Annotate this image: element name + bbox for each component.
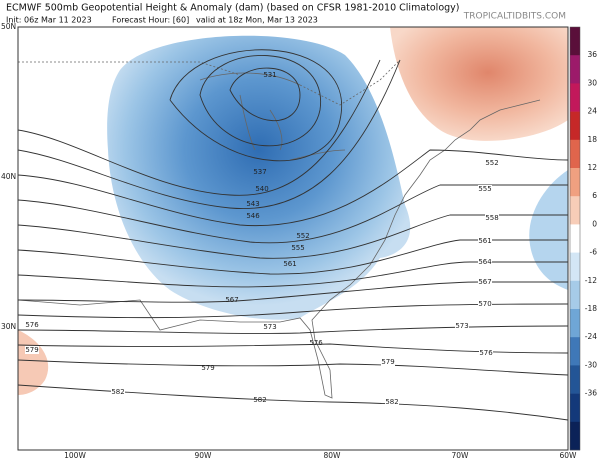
- colorbar-swatch: [570, 196, 580, 225]
- colorbar-label: -6: [590, 248, 598, 257]
- contour-label: 579: [381, 358, 394, 366]
- contour-label: 576: [479, 349, 493, 357]
- contour-label: 552: [296, 232, 309, 240]
- contour-label-bg: [478, 278, 492, 286]
- contour-label-bg: [478, 258, 492, 266]
- colorbar-label: 18: [587, 135, 597, 144]
- contour-label-bg: [455, 322, 469, 330]
- contour-label: 537: [253, 168, 266, 176]
- contour-label: 531: [263, 71, 276, 79]
- longitude-label: 90W: [195, 451, 213, 460]
- contour-label: 564: [478, 258, 492, 266]
- colorbar-label: 24: [587, 107, 597, 116]
- height-contours: [18, 49, 568, 421]
- longitude-label: 80W: [324, 451, 342, 460]
- colorbar-label: -24: [585, 332, 597, 341]
- longitude-label: 60W: [560, 451, 578, 460]
- contour-label: 579: [201, 364, 214, 372]
- contour-label: 579: [25, 346, 38, 354]
- colorbar-swatch: [570, 280, 580, 310]
- contour-label: 570: [478, 300, 491, 308]
- longitude-label: 100W: [64, 451, 86, 460]
- contour-label-bg: [485, 159, 499, 167]
- contour-label-bg: [478, 300, 492, 308]
- contour-label-bg: [485, 214, 499, 222]
- contour-label: 582: [253, 396, 266, 404]
- title: ECMWF 500mb Geopotential Height & Anomal…: [6, 3, 460, 14]
- colorbar-label: 0: [592, 219, 597, 228]
- colorbar-swatch: [570, 55, 580, 84]
- colorbar-swatch: [570, 365, 580, 394]
- longitude-label: 70W: [452, 451, 470, 460]
- colorbar-label: 30: [587, 78, 597, 87]
- latitude-label: 50N: [1, 22, 16, 31]
- negative-anomaly: [107, 35, 411, 320]
- contour-label: 576: [25, 321, 39, 329]
- negative-anomaly-east: [529, 170, 568, 290]
- colorbar-swatch: [570, 83, 580, 112]
- contour-label: 552: [485, 159, 498, 167]
- colorbar-swatch: [570, 139, 580, 169]
- contour-label: 558: [485, 214, 498, 222]
- forecast-hour: Forecast Hour: [60]: [112, 16, 189, 25]
- init: Init: 06z Mar 11 2023: [6, 16, 92, 25]
- colorbar-label: -30: [585, 360, 597, 369]
- colorbar-swatch: [570, 224, 580, 253]
- contour-label: 555: [478, 185, 491, 193]
- contour-label-bg: [25, 321, 39, 329]
- contour-label: 567: [225, 296, 238, 304]
- border: [18, 59, 401, 106]
- contour-label: 543: [246, 200, 259, 208]
- contour-label: 582: [385, 398, 398, 406]
- colorbar-label: 6: [592, 191, 597, 200]
- colorbar-label: -36: [585, 389, 597, 398]
- map: [18, 27, 568, 450]
- latitude-label: 30N: [1, 322, 16, 331]
- positive-anomaly: [390, 27, 568, 141]
- contour-label: 561: [283, 260, 296, 268]
- colorbar-swatch: [570, 168, 580, 197]
- colorbar-swatch: [570, 27, 580, 56]
- contour-label: 546: [246, 212, 260, 220]
- colorbar-swatch: [570, 393, 580, 423]
- colorbar-swatch: [570, 111, 580, 141]
- contour-label: 567: [478, 278, 491, 286]
- colorbar-swatch: [570, 337, 580, 366]
- great-lakes: [199, 72, 346, 161]
- contour-label: 582: [111, 388, 124, 396]
- contour-label-bg: [478, 237, 492, 245]
- contour-label-bg: [381, 358, 395, 366]
- contour-label-bg: [111, 388, 125, 396]
- colorbar-swatch: [570, 252, 580, 282]
- contour-label: 555: [291, 244, 304, 252]
- colorbar-label: -18: [585, 304, 597, 313]
- coastline: [18, 99, 541, 399]
- colorbar-label: 36: [587, 50, 597, 59]
- colorbar-label: -12: [585, 276, 597, 285]
- contour-label: 540: [255, 185, 268, 193]
- latitude-label: 40N: [1, 172, 16, 181]
- colorbar-swatch: [570, 421, 580, 451]
- colorbar-label: 12: [587, 163, 597, 172]
- contour-label-bg: [478, 185, 492, 193]
- contour-label: 573: [455, 322, 468, 330]
- contour-label: 573: [263, 323, 276, 331]
- contour-label-bg: [385, 398, 399, 406]
- contour-label: 576: [309, 339, 323, 347]
- colorbar-swatch: [570, 309, 580, 338]
- labels: 50N 40N 30N 100W 90W 80W 70W 60W 36 30 24 18 12 6 0 -6 -…: [1, 22, 597, 460]
- colorbar-frame: [569, 26, 581, 451]
- contour-label: 561: [478, 237, 491, 245]
- map-frame: [17, 26, 569, 451]
- contour-label-bg: [479, 349, 493, 357]
- contour-label-bg: [25, 346, 39, 354]
- source: TROPICALTIDBITS.COM: [463, 12, 566, 22]
- valid-time: valid at 18z Mon, Mar 13 2023: [196, 16, 318, 25]
